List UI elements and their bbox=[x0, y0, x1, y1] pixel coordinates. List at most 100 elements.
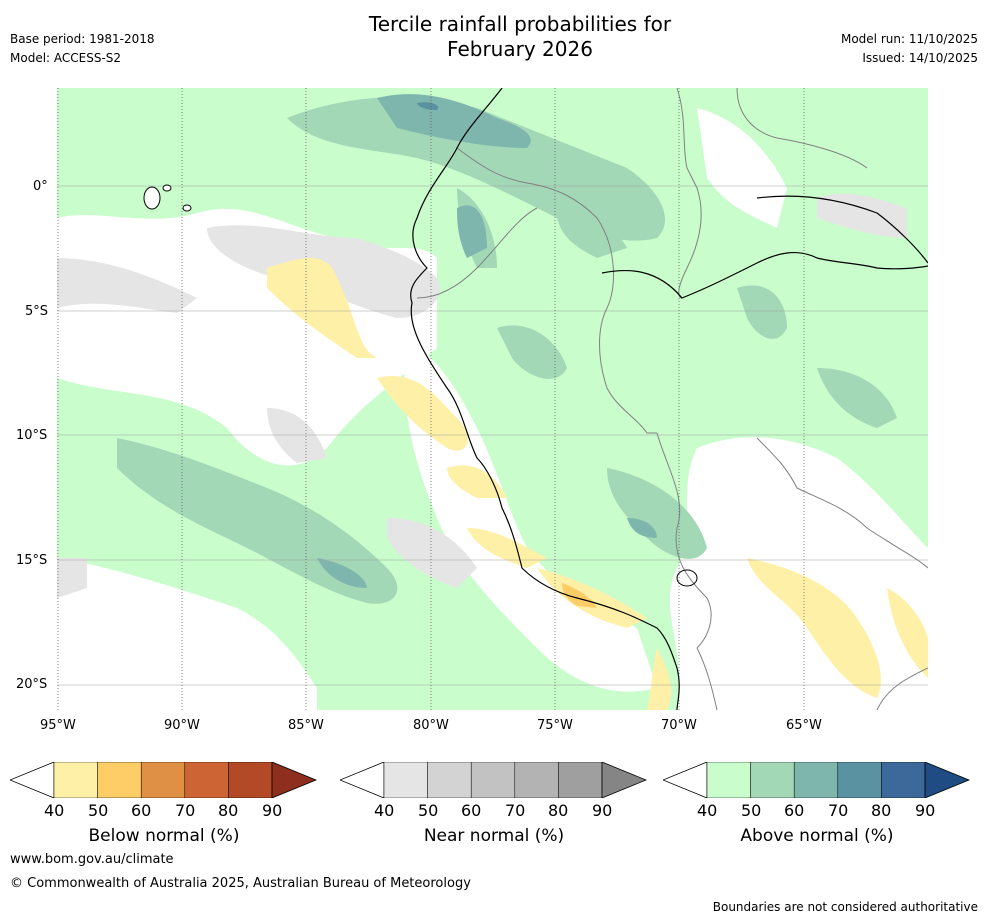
neutral-region-south-west bbox=[57, 558, 317, 710]
colorbar-near-tick-90: 90 bbox=[592, 801, 613, 820]
above-normal-darker-region bbox=[417, 102, 439, 110]
colorbar-below-normal-bin-50 bbox=[97, 761, 142, 799]
border-venezuela bbox=[736, 88, 868, 169]
map-title: Tercile rainfall probabilities for Febru… bbox=[320, 12, 720, 62]
colorbar-below-normal-bin-60 bbox=[140, 761, 186, 799]
below-normal-region-2 bbox=[377, 376, 468, 451]
colorbar-near-normal-bin-70 bbox=[514, 761, 559, 799]
above-normal-mid-region-3 bbox=[607, 468, 707, 559]
model-run-label: Model run: 11/10/2025 bbox=[840, 32, 978, 46]
neutral-region-east bbox=[697, 108, 787, 228]
below-normal-region-4 bbox=[467, 528, 547, 568]
below-normal-region-6 bbox=[647, 648, 672, 710]
colorbar-above-normal-bin-50 bbox=[750, 761, 795, 799]
lake-titicaca bbox=[676, 569, 698, 587]
colorbar-above-tick-90: 90 bbox=[915, 801, 936, 820]
colorbar-near-tick-50: 50 bbox=[418, 801, 439, 820]
lon-label-75w: 75°W bbox=[537, 718, 573, 733]
lat-label-10s: 10°S bbox=[16, 428, 48, 443]
border-bolivia-brazil bbox=[756, 437, 928, 569]
colorbar-near-normal-bin-50 bbox=[427, 761, 472, 799]
colorbar-near-normal-bin-80 bbox=[558, 761, 603, 799]
above-normal-dark-region-1 bbox=[377, 94, 531, 148]
map-title-line1: Tercile rainfall probabilities for bbox=[368, 12, 672, 36]
above-normal-mid-region-5 bbox=[737, 285, 787, 339]
colorbar-below-tick-50: 50 bbox=[88, 801, 109, 820]
neutral-region-coast bbox=[404, 338, 657, 692]
near-normal-region-6 bbox=[57, 558, 87, 598]
colorbar-above-normal-upper-cap bbox=[924, 761, 971, 799]
colorbar-below-normal-upper-cap bbox=[271, 761, 318, 799]
lat-label-15s: 15°S bbox=[16, 553, 48, 568]
above-normal-mid-region-4 bbox=[497, 325, 567, 379]
colorbar-below-tick-90: 90 bbox=[262, 801, 283, 820]
galapagos-islands bbox=[143, 184, 192, 212]
below-normal-region-7 bbox=[747, 558, 881, 698]
map-gridlines bbox=[57, 185, 928, 686]
colorbar-above-tick-60: 60 bbox=[784, 801, 805, 820]
colorbar-near-normal-bin-40 bbox=[383, 761, 428, 799]
below-normal-region-9 bbox=[562, 583, 597, 608]
above-normal-dark-region-4 bbox=[627, 518, 657, 538]
colorbar-above-label: Above normal (%) bbox=[740, 826, 894, 846]
border-peru-brazil bbox=[596, 217, 657, 434]
colorbar-below-normal-lower-cap bbox=[8, 761, 55, 799]
colorbar-near-tick-60: 60 bbox=[461, 801, 482, 820]
lat-label-0: 0° bbox=[33, 179, 48, 194]
rio-negro bbox=[756, 195, 928, 264]
above-normal-dark-region-3 bbox=[317, 558, 367, 588]
near-normal-region-2 bbox=[57, 258, 197, 313]
lon-label-80w: 80°W bbox=[413, 718, 449, 733]
colorbar-below-label: Below normal (%) bbox=[88, 826, 240, 846]
colorbar-below-normal-bin-70 bbox=[184, 761, 229, 799]
border-ecuador-peru bbox=[416, 207, 538, 299]
colorbar-below-normal bbox=[8, 761, 318, 799]
colorbar-above-normal-bin-80 bbox=[881, 761, 926, 799]
colorbar-near-tick-80: 80 bbox=[548, 801, 569, 820]
below-normal-region-3 bbox=[447, 465, 507, 498]
galapagos-island-3 bbox=[182, 204, 192, 212]
country-borders bbox=[416, 88, 928, 710]
galapagos-island-1 bbox=[143, 186, 161, 210]
colorbar-above-tick-50: 50 bbox=[741, 801, 762, 820]
lat-label-20s: 20°S bbox=[16, 677, 48, 692]
coast-pacific-south-america bbox=[410, 88, 680, 710]
probability-map bbox=[57, 88, 928, 710]
disclaimer-text: Boundaries are not considered authoritat… bbox=[712, 900, 978, 914]
colorbar-near-tick-70: 70 bbox=[505, 801, 526, 820]
issued-label: Issued: 14/10/2025 bbox=[862, 51, 978, 65]
colorbar-below-tick-70: 70 bbox=[175, 801, 196, 820]
galapagos-island-2 bbox=[162, 184, 172, 192]
lon-label-90w: 90°W bbox=[164, 718, 200, 733]
base-period-label: Base period: 1981-2018 bbox=[10, 32, 155, 46]
below-normal-region-8 bbox=[887, 588, 928, 678]
border-colombia-brazil bbox=[676, 88, 702, 299]
above-normal-dark-region-2 bbox=[457, 205, 487, 258]
colorbar-near-label: Near normal (%) bbox=[423, 826, 565, 846]
above-normal-mid-region-6 bbox=[817, 368, 897, 428]
colorbar-below-normal-bin-80 bbox=[228, 761, 273, 799]
colorbar-above-normal-bin-70 bbox=[837, 761, 882, 799]
colorbar-above-normal-bin-40 bbox=[706, 761, 751, 799]
colorbar-above-normal-bin-60 bbox=[793, 761, 839, 799]
colorbar-near-normal-upper-cap bbox=[601, 761, 648, 799]
border-bolivia-chile bbox=[696, 647, 718, 710]
map-canvas bbox=[57, 88, 928, 710]
border-bolivia-paraguay bbox=[876, 667, 928, 710]
colorbar-above-tick-70: 70 bbox=[828, 801, 849, 820]
near-normal-region-4 bbox=[817, 193, 907, 238]
colorbar-below-tick-80: 80 bbox=[218, 801, 239, 820]
colorbar-below-tick-40: 40 bbox=[44, 801, 65, 820]
copyright-text: © Commonwealth of Australia 2025, Austra… bbox=[10, 876, 471, 891]
website-link[interactable]: www.bom.gov.au/climate bbox=[10, 852, 174, 867]
colorbar-near-normal bbox=[338, 761, 648, 799]
below-normal-region-1 bbox=[267, 258, 377, 358]
colorbar-above-tick-80: 80 bbox=[871, 801, 892, 820]
lon-label-95w: 95°W bbox=[40, 718, 76, 733]
border-colombia-ecuador bbox=[456, 147, 598, 219]
colorbar-above-normal bbox=[661, 761, 971, 799]
above-normal-mid-region-7 bbox=[557, 215, 627, 258]
colorbar-below-normal-graphic bbox=[8, 761, 318, 799]
lon-label-70w: 70°W bbox=[661, 718, 697, 733]
colorbar-near-normal-lower-cap bbox=[338, 761, 385, 799]
